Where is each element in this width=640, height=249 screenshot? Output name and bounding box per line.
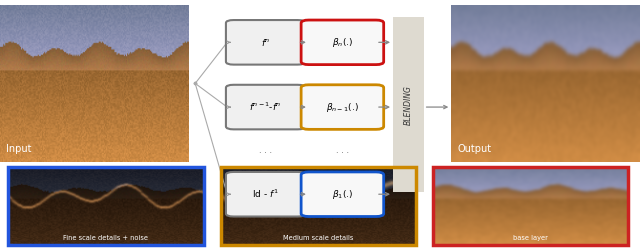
Text: base layer: base layer bbox=[513, 235, 548, 241]
Text: Fine scale details + noise: Fine scale details + noise bbox=[63, 235, 148, 241]
Text: Id - $f^1$: Id - $f^1$ bbox=[252, 188, 279, 200]
FancyBboxPatch shape bbox=[301, 20, 384, 65]
Bar bbox=[393, 17, 424, 192]
Text: . . .: . . . bbox=[259, 146, 272, 155]
FancyBboxPatch shape bbox=[226, 85, 305, 129]
FancyBboxPatch shape bbox=[226, 20, 305, 65]
Text: Input: Input bbox=[6, 144, 32, 154]
Text: $\beta_1$(.): $\beta_1$(.) bbox=[332, 188, 353, 201]
Text: $\beta_n$(.): $\beta_n$(.) bbox=[332, 36, 353, 49]
FancyBboxPatch shape bbox=[301, 172, 384, 216]
Text: . . .: . . . bbox=[336, 146, 349, 155]
FancyBboxPatch shape bbox=[226, 172, 305, 216]
Text: Output: Output bbox=[458, 144, 492, 154]
Text: $f^n$: $f^n$ bbox=[261, 37, 270, 48]
Text: Medium scale details: Medium scale details bbox=[284, 235, 353, 241]
Text: BLENDING: BLENDING bbox=[404, 85, 413, 124]
FancyBboxPatch shape bbox=[301, 85, 384, 129]
Text: $f^{n-1}$-$f^n$: $f^{n-1}$-$f^n$ bbox=[250, 101, 282, 113]
Text: $\beta_{n-1}$(.): $\beta_{n-1}$(.) bbox=[326, 101, 359, 114]
